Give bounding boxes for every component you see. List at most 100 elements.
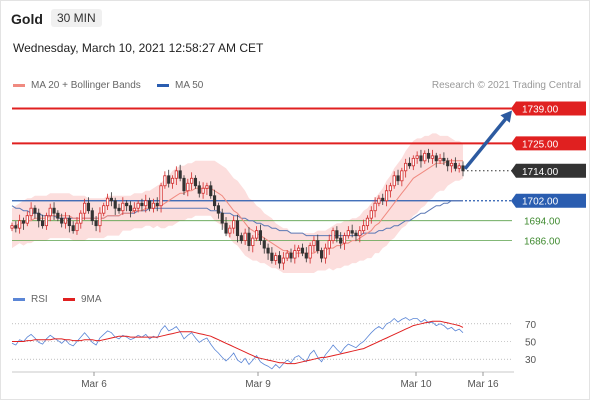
legend-9ma-label: 9MA: [81, 294, 102, 305]
candle: [109, 197, 113, 202]
candle: [281, 257, 285, 264]
candle: [316, 240, 320, 251]
x-tick-label: Mar 6: [81, 379, 107, 390]
candle: [174, 170, 178, 179]
candle: [21, 220, 26, 224]
candle: [354, 232, 358, 237]
candle: [205, 185, 209, 189]
candle: [83, 202, 87, 214]
candle: [308, 245, 312, 259]
candle: [415, 155, 419, 159]
x-tick-label: Mar 16: [467, 379, 499, 390]
legend-ma50-label: MA 50: [175, 80, 204, 91]
candle: [274, 255, 278, 261]
candle: [377, 197, 381, 204]
candle: [285, 252, 289, 259]
candle: [392, 175, 396, 187]
candle: [262, 240, 266, 249]
candle: [400, 170, 404, 182]
candle: [255, 230, 259, 239]
candle: [304, 252, 308, 259]
candle: [75, 222, 79, 232]
candle: [358, 230, 362, 237]
candle: [297, 247, 301, 251]
candle: [350, 230, 354, 234]
candle: [113, 200, 117, 209]
candle: [289, 252, 293, 259]
rsi-series-rsi: [11, 317, 464, 370]
candle: [128, 205, 133, 212]
candle: [369, 210, 373, 219]
candle: [60, 217, 64, 224]
candle: [18, 220, 22, 229]
chart-datetime: Wednesday, March 10, 2021 12:58:27 AM CE…: [13, 41, 264, 55]
rsi-tick-30: 30: [525, 355, 537, 366]
level-box-1739.00: [511, 101, 586, 116]
candle: [63, 217, 68, 224]
candle: [446, 160, 450, 167]
candle: [71, 225, 75, 232]
legend-9ma: 9MA: [63, 294, 102, 305]
candle: [388, 185, 392, 192]
candle: [193, 177, 198, 187]
level-label-1739.00: 1739.00: [522, 104, 559, 115]
candle: [373, 202, 377, 212]
candle: [438, 157, 442, 162]
level-box-1725.00: [511, 136, 586, 151]
level-label-1702.00: 1702.00: [522, 197, 559, 208]
candle: [40, 220, 45, 227]
candle: [216, 205, 220, 214]
candle: [258, 230, 263, 242]
candle: [232, 220, 236, 229]
ma20-swatch: [13, 84, 25, 87]
projection-arrow-shaft: [463, 117, 508, 170]
candle: [90, 210, 94, 222]
candle: [29, 207, 33, 217]
candle: [105, 197, 110, 207]
candle: [144, 200, 148, 207]
candle: [86, 202, 91, 212]
candle: [201, 187, 205, 194]
candle: [449, 162, 454, 167]
timeframe-badge[interactable]: 30 MIN: [51, 9, 102, 27]
level-label-1714.00: 1714.00: [522, 167, 559, 178]
candle: [117, 207, 121, 212]
instrument-title: Gold: [11, 11, 43, 27]
research-credit: Research © 2021 Trading Central: [431, 80, 581, 91]
level-label-1686.00: 1686.00: [524, 237, 561, 248]
candle: [48, 207, 52, 217]
candle: [427, 152, 431, 159]
candle: [323, 247, 327, 259]
bollinger-band: [12, 133, 463, 273]
legend-ma20: MA 20 + Bollinger Bands: [13, 80, 141, 91]
candle: [228, 227, 232, 234]
candle: [159, 185, 163, 207]
candle: [339, 237, 343, 244]
projection-arrow-head: [500, 110, 512, 123]
candle: [384, 190, 389, 202]
candle: [220, 212, 224, 224]
candle: [209, 185, 213, 197]
candle: [121, 202, 125, 212]
candle: [98, 212, 102, 227]
candle: [33, 207, 37, 214]
candle: [140, 202, 144, 207]
candle: [125, 202, 129, 207]
candle: [434, 155, 438, 162]
legend-ma20-label: MA 20 + Bollinger Bands: [31, 80, 141, 91]
candle: [270, 252, 274, 261]
candle: [319, 250, 324, 259]
candle: [37, 212, 41, 222]
candle: [243, 232, 247, 242]
legend-rsi-label: RSI: [31, 294, 48, 305]
candle: [132, 207, 136, 212]
candle: [407, 162, 412, 167]
ma9-swatch: [63, 298, 75, 301]
candle: [102, 205, 106, 214]
candle: [423, 152, 427, 162]
candle: [365, 217, 370, 227]
candle: [44, 215, 48, 227]
rsi-swatch: [13, 298, 25, 301]
candle: [461, 165, 465, 172]
